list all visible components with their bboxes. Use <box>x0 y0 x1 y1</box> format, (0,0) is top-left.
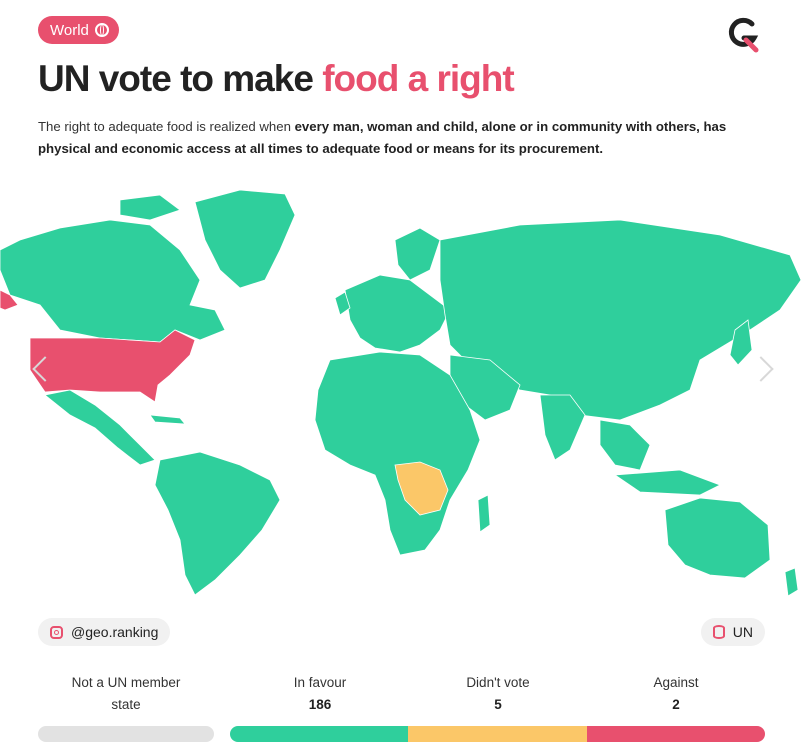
map-usa-against <box>29 329 196 403</box>
geo-ranking-logo-icon <box>728 17 759 53</box>
map-australia <box>664 497 771 579</box>
subtitle: The right to adequate food is realized w… <box>38 116 768 160</box>
legend-against-label: Against <box>653 675 699 690</box>
legend-color-scale <box>230 726 765 742</box>
map-japan <box>729 319 753 366</box>
legend-not-member: Not a UN member state <box>36 672 216 716</box>
database-icon <box>712 625 725 639</box>
map-arctic-isles <box>119 194 181 221</box>
legend-didnt-vote-count: 5 <box>494 697 502 712</box>
legend-in-favour-count: 186 <box>308 697 332 712</box>
map-europe <box>344 274 451 353</box>
legend-bar-not-member <box>38 726 214 742</box>
map-russia-asia <box>439 219 801 421</box>
map-indonesia <box>613 469 721 496</box>
legend-bar-didnt-vote <box>408 726 587 742</box>
legend-in-favour-label: In favour <box>293 675 347 690</box>
map-scandinavia <box>394 227 441 281</box>
legend-bar-against <box>586 726 765 742</box>
instagram-handle: @geo.ranking <box>71 624 159 640</box>
region-badge[interactable]: World <box>38 16 119 44</box>
source-label: UN <box>732 624 753 640</box>
map-madagascar <box>477 494 491 533</box>
region-label: World <box>50 21 89 39</box>
legend-not-member-line2: state <box>111 697 141 712</box>
title-accent: food a right <box>322 58 514 99</box>
map-india <box>539 394 586 461</box>
legend-didnt-vote-label: Didn't vote <box>466 675 530 690</box>
map-south-america <box>154 451 281 596</box>
page-title: UN vote to make food a right <box>38 58 515 100</box>
map-southeast-asia <box>599 419 651 471</box>
map-greenland <box>194 189 296 289</box>
map-mexico-central-america <box>44 389 156 466</box>
legend-didnt-vote: Didn't vote 5 <box>408 672 588 716</box>
source-tag: UN <box>700 618 765 646</box>
map-uk <box>334 291 351 316</box>
subtitle-bold: every man, woman and child, alone or in … <box>38 119 727 156</box>
map-caribbean <box>149 414 186 425</box>
map-drc-didnt-vote <box>394 461 449 516</box>
legend-in-favour: In favour 186 <box>230 672 410 716</box>
world-map <box>0 189 801 597</box>
globe-icon <box>94 23 109 37</box>
title-main: UN vote to make <box>38 58 323 99</box>
map-canada <box>0 219 226 343</box>
legend-bar-in-favour <box>230 726 409 742</box>
map-alaska-against <box>0 289 19 311</box>
instagram-icon <box>50 625 63 639</box>
legend-against-count: 2 <box>672 697 680 712</box>
legend-not-member-line1: Not a UN member <box>71 675 181 690</box>
instagram-tag[interactable]: @geo.ranking <box>38 618 171 646</box>
subtitle-plain: The right to adequate food is realized w… <box>38 119 295 134</box>
map-new-zealand <box>784 567 799 597</box>
legend-against: Against 2 <box>586 672 766 716</box>
legend: Not a UN member state In favour 186 Didn… <box>0 672 801 712</box>
